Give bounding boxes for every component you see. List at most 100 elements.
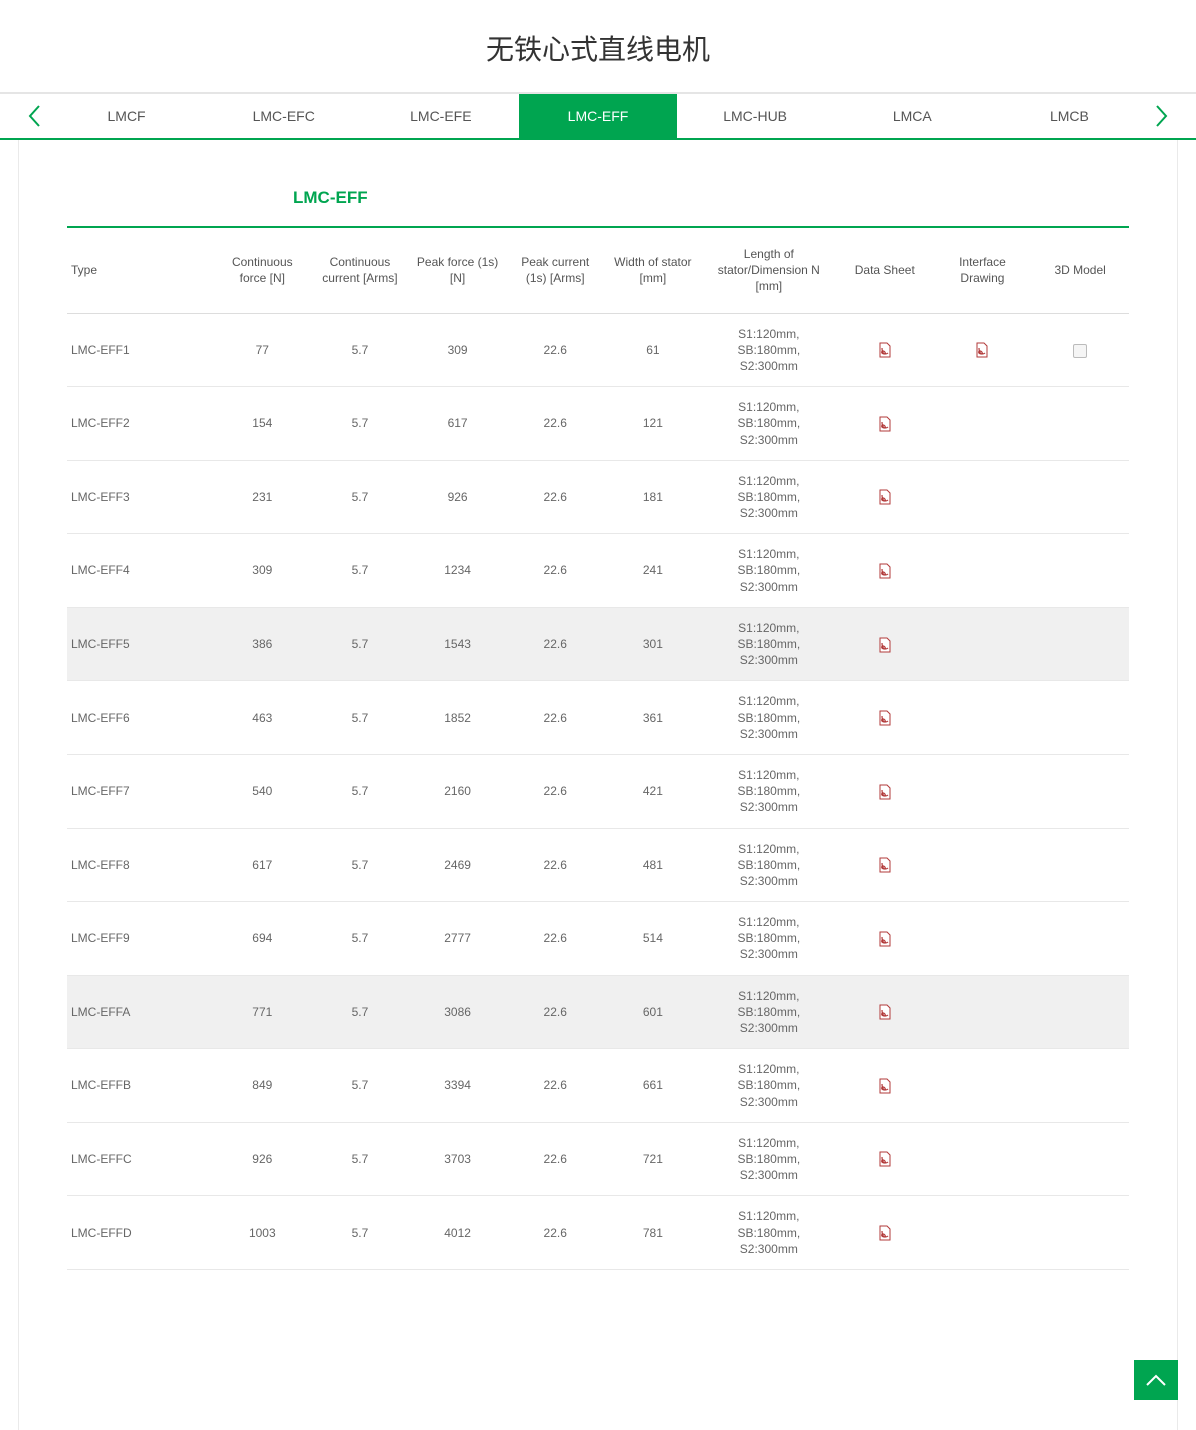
table-row: LMC-EFF32315.792622.6181S1:120mm, SB:180… bbox=[67, 460, 1129, 534]
tab-prev-button[interactable] bbox=[24, 101, 44, 131]
pdf-icon[interactable] bbox=[877, 710, 893, 726]
pdf-icon[interactable] bbox=[877, 342, 893, 358]
interface-drawing-cell bbox=[934, 534, 1032, 608]
peak-force-cell: 2469 bbox=[409, 828, 507, 902]
pdf-icon[interactable] bbox=[877, 563, 893, 579]
continuous-force-cell: 849 bbox=[213, 1049, 311, 1123]
type-cell: LMC-EFFB bbox=[67, 1049, 213, 1123]
stator-width-cell: 721 bbox=[604, 1122, 702, 1196]
continuous-current-cell: 5.7 bbox=[311, 828, 409, 902]
peak-current-cell: 22.6 bbox=[506, 902, 604, 976]
tab-next-button[interactable] bbox=[1152, 101, 1172, 131]
datasheet-cell bbox=[836, 828, 934, 902]
model3d-cell bbox=[1031, 387, 1129, 461]
continuous-force-cell: 617 bbox=[213, 828, 311, 902]
stator-length-cell: S1:120mm, SB:180mm, S2:300mm bbox=[702, 754, 836, 828]
pdf-icon[interactable] bbox=[877, 857, 893, 873]
datasheet-cell bbox=[836, 902, 934, 976]
table-row: LMC-EFFA7715.7308622.6601S1:120mm, SB:18… bbox=[67, 975, 1129, 1049]
table-row: LMC-EFFC9265.7370322.6721S1:120mm, SB:18… bbox=[67, 1122, 1129, 1196]
interface-drawing-cell bbox=[934, 313, 1032, 387]
pdf-icon[interactable] bbox=[877, 1225, 893, 1241]
continuous-current-cell: 5.7 bbox=[311, 607, 409, 681]
pdf-icon[interactable] bbox=[877, 1151, 893, 1167]
model3d-cell bbox=[1031, 1196, 1129, 1270]
tab-lmca[interactable]: LMCA bbox=[834, 94, 991, 138]
tab-lmc-efe[interactable]: LMC-EFE bbox=[362, 94, 519, 138]
page-title: 无铁心式直线电机 bbox=[0, 0, 1196, 92]
pdf-icon[interactable] bbox=[877, 637, 893, 653]
peak-current-cell: 22.6 bbox=[506, 1049, 604, 1123]
tab-lmc-eff[interactable]: LMC-EFF bbox=[519, 94, 676, 138]
type-cell: LMC-EFF2 bbox=[67, 387, 213, 461]
pdf-icon[interactable] bbox=[877, 931, 893, 947]
continuous-force-cell: 771 bbox=[213, 975, 311, 1049]
table-row: LMC-EFF64635.7185222.6361S1:120mm, SB:18… bbox=[67, 681, 1129, 755]
stator-length-cell: S1:120mm, SB:180mm, S2:300mm bbox=[702, 902, 836, 976]
stator-width-cell: 181 bbox=[604, 460, 702, 534]
stator-width-cell: 481 bbox=[604, 828, 702, 902]
column-header: Width of stator [mm] bbox=[604, 227, 702, 313]
datasheet-cell bbox=[836, 975, 934, 1049]
tab-lmcf[interactable]: LMCF bbox=[48, 94, 205, 138]
column-header: 3D Model bbox=[1031, 227, 1129, 313]
peak-force-cell: 4012 bbox=[409, 1196, 507, 1270]
stator-length-cell: S1:120mm, SB:180mm, S2:300mm bbox=[702, 681, 836, 755]
pdf-icon[interactable] bbox=[877, 784, 893, 800]
datasheet-cell bbox=[836, 607, 934, 681]
continuous-current-cell: 5.7 bbox=[311, 313, 409, 387]
model3d-cell bbox=[1031, 902, 1129, 976]
datasheet-cell bbox=[836, 681, 934, 755]
tab-lmc-hub[interactable]: LMC-HUB bbox=[677, 94, 834, 138]
continuous-current-cell: 5.7 bbox=[311, 460, 409, 534]
type-cell: LMC-EFF7 bbox=[67, 754, 213, 828]
peak-force-cell: 309 bbox=[409, 313, 507, 387]
model3d-cell bbox=[1031, 313, 1129, 387]
table-row: LMC-EFF53865.7154322.6301S1:120mm, SB:18… bbox=[67, 607, 1129, 681]
chevron-right-icon bbox=[1155, 104, 1169, 128]
stator-length-cell: S1:120mm, SB:180mm, S2:300mm bbox=[702, 975, 836, 1049]
model3d-icon[interactable] bbox=[1073, 344, 1087, 358]
continuous-force-cell: 77 bbox=[213, 313, 311, 387]
type-cell: LMC-EFF4 bbox=[67, 534, 213, 608]
peak-current-cell: 22.6 bbox=[506, 460, 604, 534]
pdf-icon[interactable] bbox=[877, 1004, 893, 1020]
peak-force-cell: 3703 bbox=[409, 1122, 507, 1196]
pdf-icon[interactable] bbox=[877, 1078, 893, 1094]
continuous-current-cell: 5.7 bbox=[311, 1049, 409, 1123]
tab-lmcb[interactable]: LMCB bbox=[991, 94, 1148, 138]
interface-drawing-cell bbox=[934, 607, 1032, 681]
peak-current-cell: 22.6 bbox=[506, 387, 604, 461]
continuous-current-cell: 5.7 bbox=[311, 534, 409, 608]
interface-drawing-cell bbox=[934, 975, 1032, 1049]
column-header: Peak force (1s) [N] bbox=[409, 227, 507, 313]
peak-current-cell: 22.6 bbox=[506, 607, 604, 681]
type-cell: LMC-EFFA bbox=[67, 975, 213, 1049]
model3d-cell bbox=[1031, 1122, 1129, 1196]
tab-lmc-efc[interactable]: LMC-EFC bbox=[205, 94, 362, 138]
peak-force-cell: 1543 bbox=[409, 607, 507, 681]
stator-width-cell: 421 bbox=[604, 754, 702, 828]
pdf-icon[interactable] bbox=[974, 342, 990, 358]
peak-current-cell: 22.6 bbox=[506, 313, 604, 387]
pdf-icon[interactable] bbox=[877, 489, 893, 505]
interface-drawing-cell bbox=[934, 1196, 1032, 1270]
model3d-cell bbox=[1031, 828, 1129, 902]
table-row: LMC-EFF96945.7277722.6514S1:120mm, SB:18… bbox=[67, 902, 1129, 976]
interface-drawing-cell bbox=[934, 1122, 1032, 1196]
peak-force-cell: 3394 bbox=[409, 1049, 507, 1123]
continuous-current-cell: 5.7 bbox=[311, 754, 409, 828]
model3d-cell bbox=[1031, 681, 1129, 755]
peak-current-cell: 22.6 bbox=[506, 828, 604, 902]
model3d-cell bbox=[1031, 460, 1129, 534]
peak-force-cell: 1852 bbox=[409, 681, 507, 755]
type-cell: LMC-EFF9 bbox=[67, 902, 213, 976]
continuous-force-cell: 386 bbox=[213, 607, 311, 681]
pdf-icon[interactable] bbox=[877, 416, 893, 432]
product-table: TypeContinuous force [N]Continuous curre… bbox=[67, 226, 1129, 1270]
scroll-top-button[interactable] bbox=[1134, 1360, 1178, 1400]
stator-length-cell: S1:120mm, SB:180mm, S2:300mm bbox=[702, 828, 836, 902]
model3d-cell bbox=[1031, 1049, 1129, 1123]
table-row: LMC-EFF43095.7123422.6241S1:120mm, SB:18… bbox=[67, 534, 1129, 608]
continuous-current-cell: 5.7 bbox=[311, 387, 409, 461]
